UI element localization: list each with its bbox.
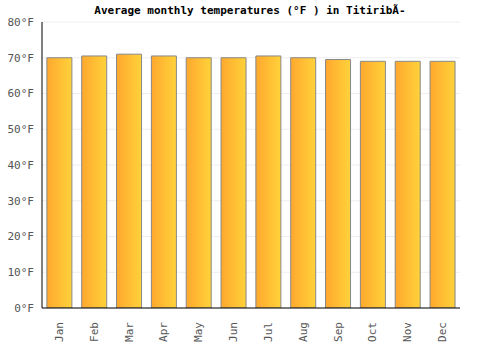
svg-text:Mar: Mar <box>123 322 136 342</box>
svg-text:Nov: Nov <box>401 322 414 342</box>
svg-text:Feb: Feb <box>88 322 101 342</box>
svg-text:30°F: 30°F <box>8 195 34 208</box>
svg-text:May: May <box>192 322 205 342</box>
svg-text:Oct: Oct <box>366 322 379 342</box>
svg-text:0°F: 0°F <box>14 302 34 315</box>
svg-text:Dec: Dec <box>436 322 449 342</box>
svg-text:20°F: 20°F <box>8 230 34 243</box>
svg-text:50°F: 50°F <box>8 123 34 136</box>
svg-text:Apr: Apr <box>157 322 170 342</box>
svg-text:Jul: Jul <box>262 322 275 342</box>
svg-text:Jun: Jun <box>227 322 240 342</box>
svg-text:Jan: Jan <box>53 322 66 342</box>
html-text:Average monthly temperatures (: Average monthly temperatures (°F ) in Ti… <box>94 4 406 17</box>
svg-text:70°F: 70°F <box>8 52 34 65</box>
svg-text:Aug: Aug <box>297 322 310 342</box>
svg-text:80°F: 80°F <box>8 16 34 29</box>
svg-text:60°F: 60°F <box>8 87 34 100</box>
svg-text:Sep: Sep <box>332 322 345 342</box>
svg-text:10°F: 10°F <box>8 266 34 279</box>
svg-text:40°F: 40°F <box>8 159 34 172</box>
